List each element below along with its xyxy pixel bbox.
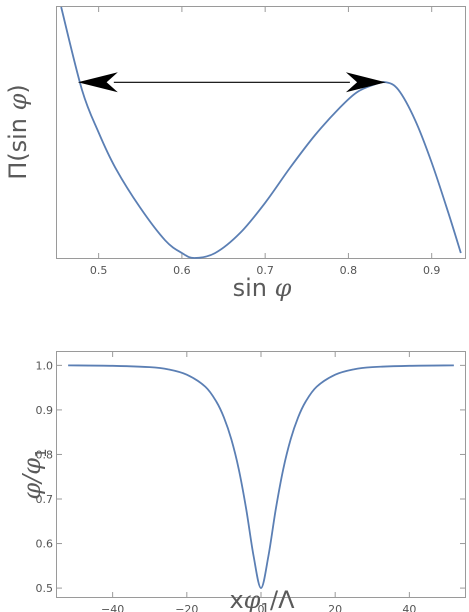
- y-tick-label: 0.7: [36, 493, 54, 506]
- y-tick-label: 0.9: [36, 404, 54, 417]
- double-arrow-annotation: [77, 72, 386, 93]
- x-tick-label: 0: [258, 603, 265, 612]
- potential-plot-frame: [56, 6, 466, 259]
- x-tick-label: 0.5: [90, 264, 108, 277]
- potential-curve-group: [60, 6, 462, 259]
- potential-chart: 0.5 0.6 0.7 0.8 0.9 sin φ Π(sin φ): [4, 6, 466, 302]
- x-tick-label: 0.8: [340, 264, 358, 277]
- x-tick-label: 40: [402, 603, 416, 612]
- y-tick-label: 0.8: [36, 448, 54, 461]
- series-line: [68, 364, 454, 589]
- x-tick-label: −20: [175, 603, 198, 612]
- profile-chart: −40 −20 0 20 40 0.5 0.6 0.7 0.8 0.9 1.0 xφ1/Λ φ/φ…: [18, 351, 466, 612]
- arrowhead-left: [77, 72, 118, 93]
- profile-x-ticks: −40 −20 0 20 40: [101, 352, 416, 612]
- x-tick-label: 0.9: [423, 264, 441, 277]
- series-line: [60, 6, 462, 259]
- potential-y-axis-label: Π(sin φ): [4, 84, 32, 180]
- profile-x-axis-label: xφ1/Λ: [229, 586, 295, 612]
- x-tick-label: 0.7: [256, 264, 274, 277]
- potential-x-axis-label: sin φ: [233, 274, 292, 302]
- profile-curve-group: [68, 364, 454, 589]
- profile-y-axis-label: φ/φ1: [18, 448, 50, 499]
- profile-y-ticks: 0.5 0.6 0.7 0.8 0.9 1.0: [36, 359, 465, 595]
- profile-plot-frame: [56, 351, 466, 598]
- potential-x-ticks: 0.5 0.6 0.7 0.8 0.9: [90, 7, 441, 277]
- x-tick-label: 0.6: [173, 264, 191, 277]
- arrowhead-right: [345, 72, 386, 93]
- y-tick-label: 0.6: [36, 538, 54, 551]
- x-tick-label: −40: [101, 603, 124, 612]
- y-tick-label: 0.5: [36, 582, 54, 595]
- y-tick-label: 1.0: [36, 359, 54, 372]
- x-tick-label: 20: [328, 603, 342, 612]
